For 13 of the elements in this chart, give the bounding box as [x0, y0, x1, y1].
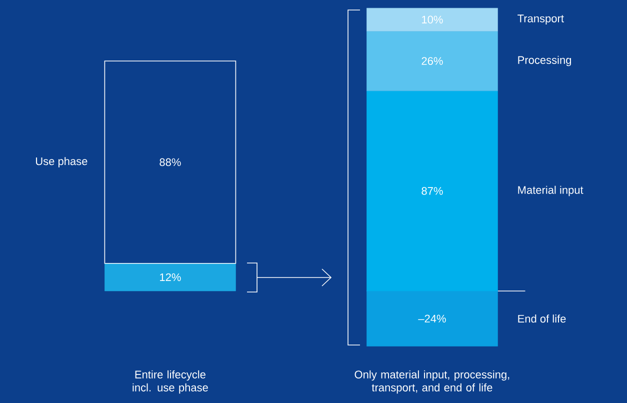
data-label: 12%: [160, 273, 181, 282]
series-label: Material input: [518, 186, 584, 196]
x-tick-label: Entire lifecycle incl. use phase: [132, 370, 208, 394]
series-label: Use phase: [36, 157, 88, 168]
series-label: Transport: [518, 14, 564, 25]
data-label: 26%: [422, 57, 443, 65]
x-tick-label: Only material input, processing, transport, and end of life: [354, 370, 510, 394]
series-label: End of life: [518, 314, 566, 323]
data-label: 88%: [160, 158, 181, 166]
data-label: –24%: [418, 314, 446, 322]
data-label: 10%: [422, 16, 443, 24]
series-label: Processing: [518, 56, 571, 66]
data-label: 87%: [422, 187, 443, 195]
